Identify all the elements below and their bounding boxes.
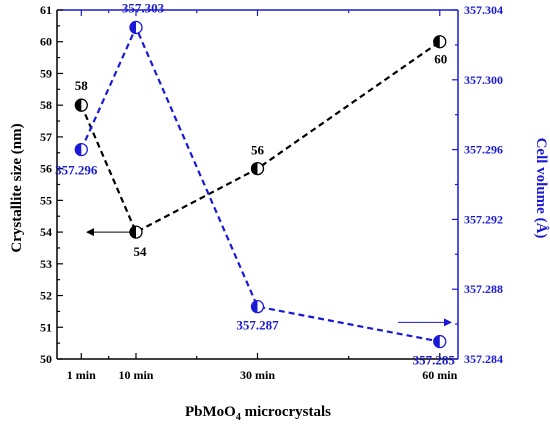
marker-fill-half [129,21,136,34]
marker-fill-half [433,35,440,48]
y-left-tick-label: 60 [40,35,52,49]
y-left-tick-label: 52 [40,289,52,303]
crystallite-size-point [433,35,447,49]
y-left-tick-label: 56 [40,162,52,176]
axes [56,9,459,360]
crystallite-size-point [250,161,265,176]
x-tick-label: 30 min [240,368,275,382]
y-right-tick-label: 357.288 [464,282,503,296]
y-left-tick-label: 57 [40,130,52,144]
cell-volume-point [129,20,143,35]
y-right-tick-label: 357.304 [464,3,503,17]
y-right-tick-label: 357.296 [464,143,503,157]
right-axis-arrowhead [444,318,452,327]
cell-volume-data-label: 357.285 [413,353,456,368]
crystallite-size-data-label: 60 [434,52,447,67]
y-left-tick-label: 58 [40,98,52,112]
marker-fill-half [251,162,258,175]
marker-fill-half [75,99,82,112]
y-left-tick-label: 61 [40,3,52,17]
y-right-tick-label: 357.300 [464,73,503,87]
x-tick-label: 60 min [422,368,457,382]
cell-volume-point [250,299,265,314]
y-left-tick-label: 53 [40,257,52,271]
y-left-tick-label: 59 [40,66,52,80]
left-axis-arrowhead [86,228,94,237]
cell-volume-data-label: 357.287 [236,318,279,333]
series [74,20,447,349]
x-axis-label-main: PbMoO [185,404,236,420]
y-left-tick-label: 50 [40,352,52,366]
x-tick-label: 10 min [118,368,153,382]
y-left-tick-label: 55 [40,193,52,207]
y-axis-left-label: Crystallite size (nm) [9,123,25,252]
marker-fill-half [129,226,136,239]
crystallite-size-point [129,225,143,239]
crystallite-size-line [80,40,441,234]
crystallite-size-data-label: 56 [251,143,265,158]
crystallite-size-data-label: 54 [133,244,147,259]
x-tick-label: 1 min [67,368,96,382]
y-axis-right-label: Cell volume (Å) [533,138,549,239]
cell-volume-point [433,334,447,349]
x-axis-label-tail: microcrystals [241,404,331,420]
cell-volume-data-label: 357.296 [55,163,98,178]
y-left-tick-label: 54 [40,225,52,239]
marker-fill-half [433,335,440,348]
crystallite-size-point [74,98,88,112]
x-axis-label: PbMoO4 microcrystals [185,404,331,423]
crystallite-size-data-label: 58 [75,78,89,93]
labels: 50 51 52 53 54 55 56 57 58 59 60 61 357.284 357.288 35… [40,0,503,382]
marker-fill-half [251,300,258,313]
y-right-tick-label: 357.284 [464,352,503,366]
y-right-tick-label: 357.292 [464,212,503,226]
x-axis-label-subscript: 4 [236,412,241,423]
cell-volume-line [80,24,440,343]
y-left-tick-label: 51 [40,320,52,334]
cell-volume-data-label: 357.303 [122,0,165,15]
cell-volume-point [74,142,88,157]
marker-fill-half [75,143,82,156]
